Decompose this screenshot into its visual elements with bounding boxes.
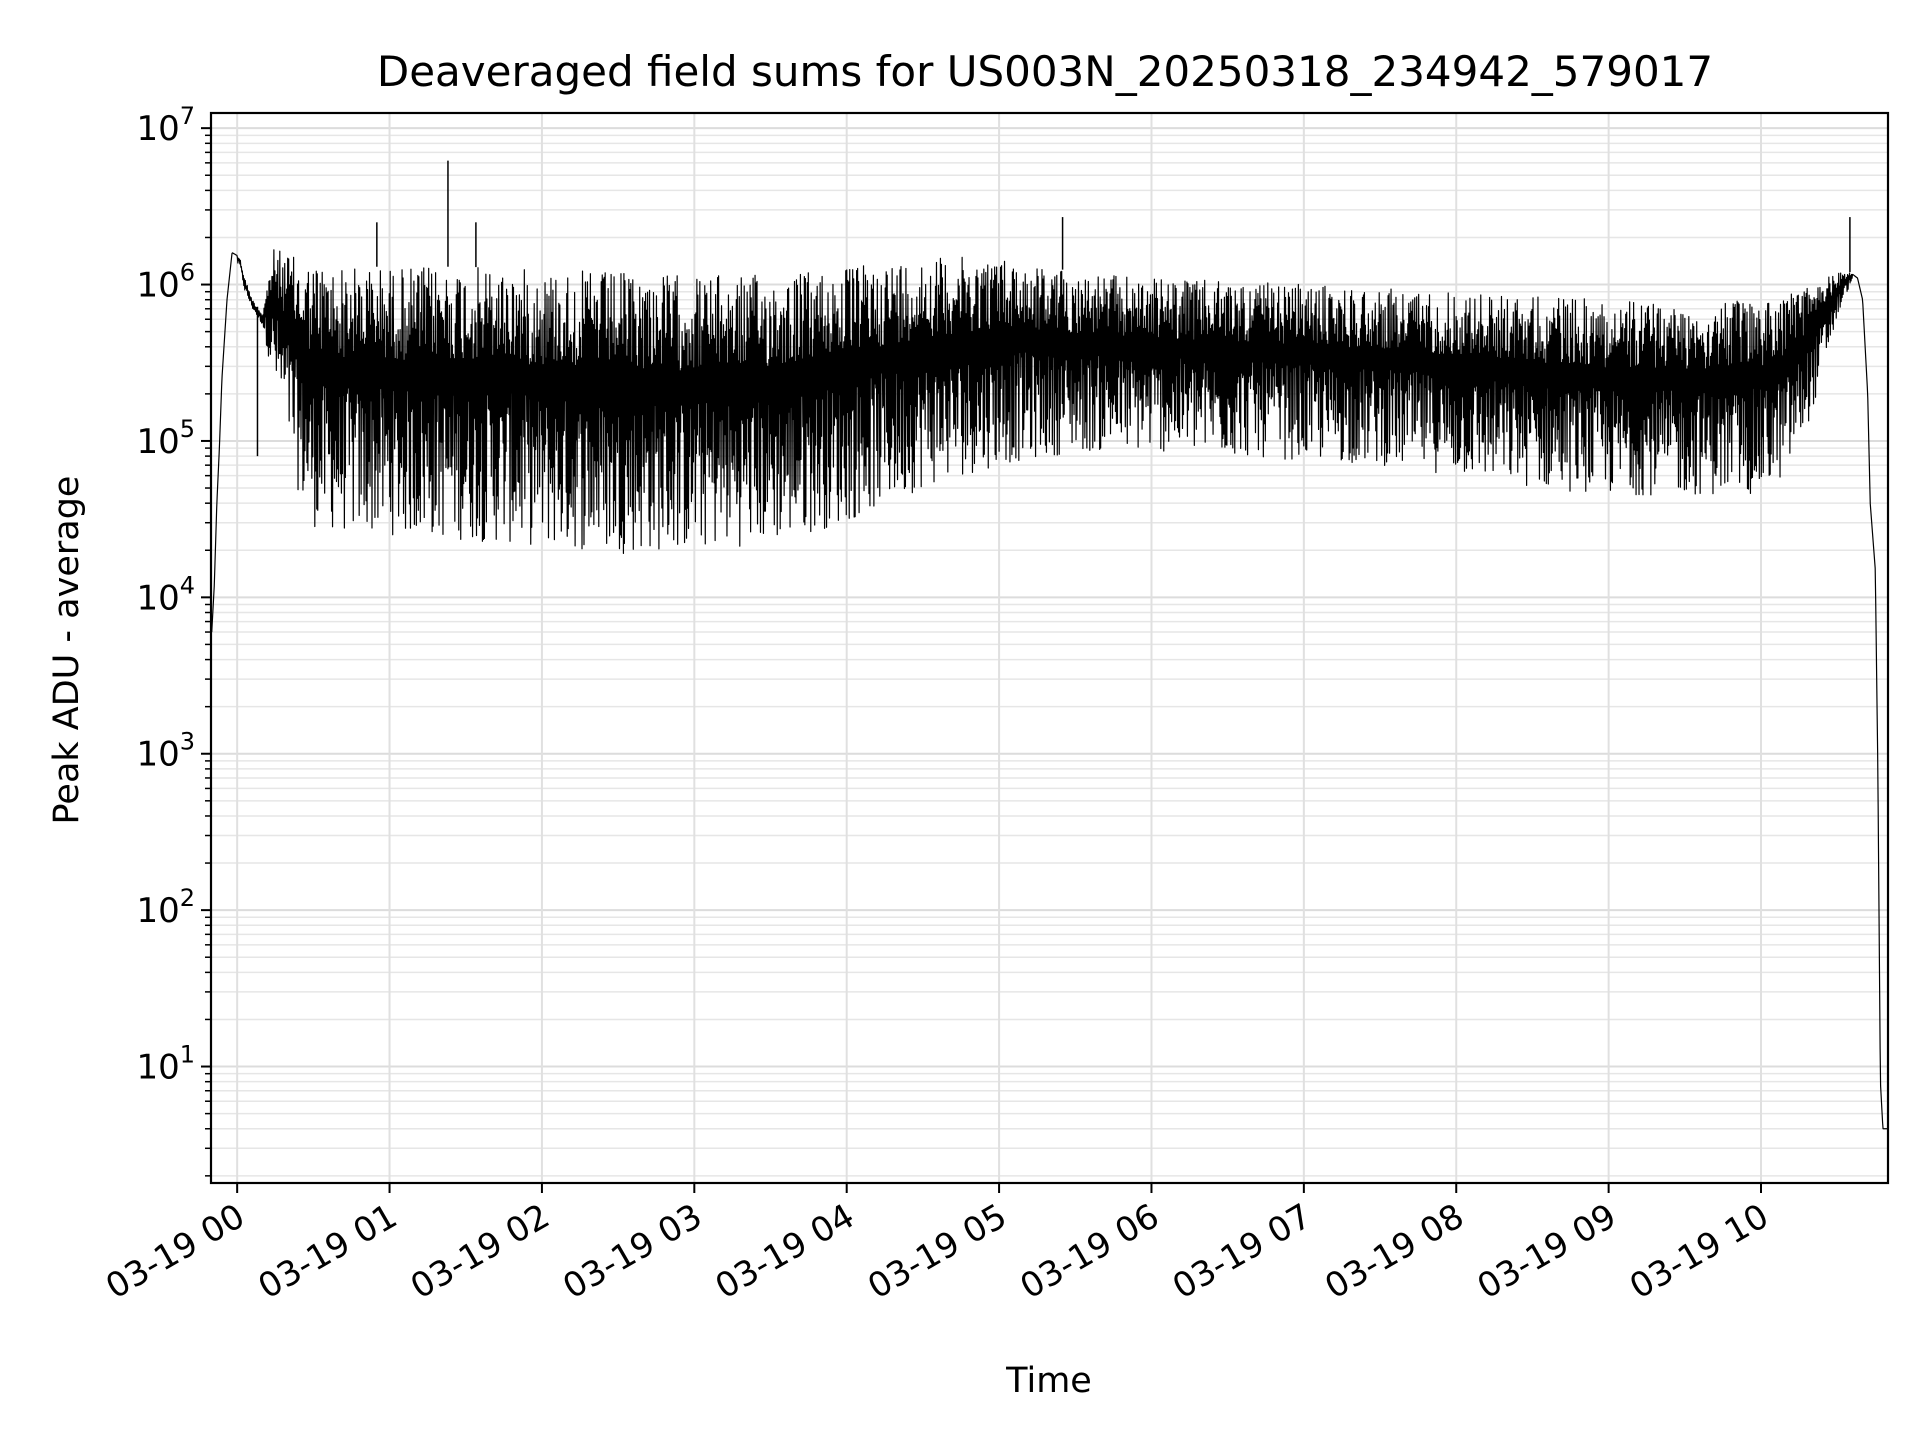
y-tick-label: 107 bbox=[136, 102, 195, 149]
chart-title: Deaveraged field sums for US003N_2025031… bbox=[377, 47, 1713, 96]
y-axis-label: Peak ADU - average bbox=[47, 476, 87, 825]
y-tick-label: 105 bbox=[136, 415, 195, 462]
x-tick-label: 03-19 02 bbox=[404, 1196, 556, 1307]
x-axis-label: Time bbox=[1005, 1361, 1092, 1401]
plot-frame bbox=[209, 111, 1890, 1185]
data-layer bbox=[211, 160, 1889, 1130]
x-tick-label: 03-19 08 bbox=[1318, 1196, 1470, 1307]
y-tick-label: 103 bbox=[136, 728, 195, 775]
x-tick-label: 03-19 09 bbox=[1471, 1196, 1623, 1307]
y-axis: 101 102 103 104 105 106 107 bbox=[136, 102, 211, 1177]
x-tick-label: 03-19 04 bbox=[709, 1196, 861, 1307]
x-tick-label: 03-19 00 bbox=[99, 1196, 251, 1307]
x-tick-label: 03-19 05 bbox=[861, 1196, 1013, 1307]
x-tick-label: 03-19 03 bbox=[556, 1196, 708, 1307]
x-tick-label: 03-19 01 bbox=[252, 1196, 404, 1307]
y-tick-label: 101 bbox=[136, 1041, 195, 1088]
y-tick-label: 104 bbox=[136, 571, 195, 618]
series-line bbox=[211, 249, 1889, 1130]
x-tick-label: 03-19 06 bbox=[1014, 1196, 1166, 1307]
y-tick-label: 102 bbox=[136, 884, 195, 931]
x-tick-label: 03-19 07 bbox=[1166, 1196, 1318, 1307]
x-axis: 03-19 00 03-19 01 03-19 02 03-19 03 03-19 04… bbox=[99, 1183, 1776, 1307]
x-tick-label: 03-19 10 bbox=[1623, 1196, 1775, 1307]
grid bbox=[211, 113, 1888, 1183]
y-tick-label: 106 bbox=[136, 259, 195, 306]
